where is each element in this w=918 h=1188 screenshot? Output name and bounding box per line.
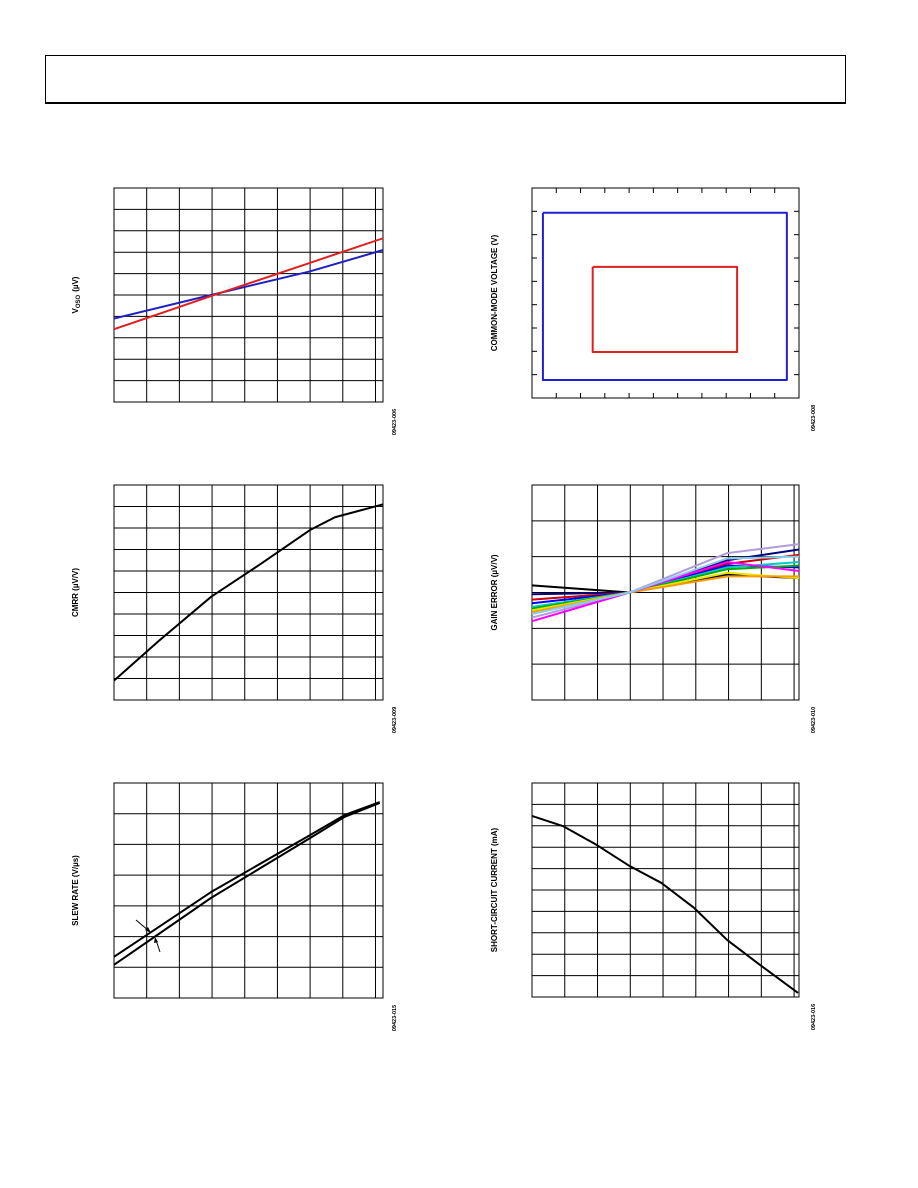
figure-id: 09423-016 xyxy=(811,1004,817,1030)
plot-frame xyxy=(531,484,800,701)
data-line xyxy=(113,237,384,331)
data-line xyxy=(591,265,739,354)
data-line xyxy=(531,543,800,619)
figure-id: 09423-009 xyxy=(392,707,398,733)
y-label-text: COMMON-MODE VOLTAGE (V) xyxy=(490,234,499,351)
plot xyxy=(113,187,384,403)
data-line xyxy=(113,249,384,320)
y-label-sub: OSO xyxy=(76,294,82,308)
figure-id: 09423-006 xyxy=(392,409,398,435)
data-line xyxy=(541,211,788,382)
y-axis-label: CMRR (µV/V) xyxy=(71,568,80,617)
plot xyxy=(531,782,800,998)
y-axis-label: GAIN ERROR (µV/V) xyxy=(490,554,499,631)
plot xyxy=(531,484,800,701)
plot-frame xyxy=(113,782,384,999)
plot-frame xyxy=(113,187,384,403)
data-line xyxy=(113,801,381,958)
y-axis-label: VOSO (µV) xyxy=(71,276,82,313)
figure-id: 09423-010 xyxy=(811,707,817,733)
y-axis-label: SHORT-CIRCUIT CURRENT (mA) xyxy=(490,827,499,952)
y-label-text: GAIN ERROR (µV/V) xyxy=(490,554,499,631)
data-line xyxy=(113,802,381,966)
plot xyxy=(531,187,800,399)
plot xyxy=(113,782,384,999)
plot xyxy=(113,484,384,701)
y-label-text: V xyxy=(71,307,80,313)
plot-frame xyxy=(531,782,800,998)
header-box xyxy=(45,55,846,103)
figure-id: 09423-008 xyxy=(811,405,817,431)
data-line xyxy=(113,503,384,682)
y-label-text: CMRR (µV/V) xyxy=(71,568,80,617)
arrow-head xyxy=(154,937,158,943)
y-label-text: SLEW RATE (V/µs) xyxy=(71,855,80,926)
plot-frame xyxy=(531,187,800,399)
plot-frame xyxy=(113,484,384,701)
y-label-text: SHORT-CIRCUIT CURRENT (mA) xyxy=(490,827,499,952)
y-axis-label: COMMON-MODE VOLTAGE (V) xyxy=(490,234,499,351)
data-line xyxy=(531,815,799,994)
data-line xyxy=(531,561,800,623)
y-label-unit: (µV) xyxy=(71,276,80,292)
figure-id: 09423-015 xyxy=(392,1005,398,1031)
y-axis-label: SLEW RATE (V/µs) xyxy=(71,855,80,926)
data-line xyxy=(531,555,800,615)
